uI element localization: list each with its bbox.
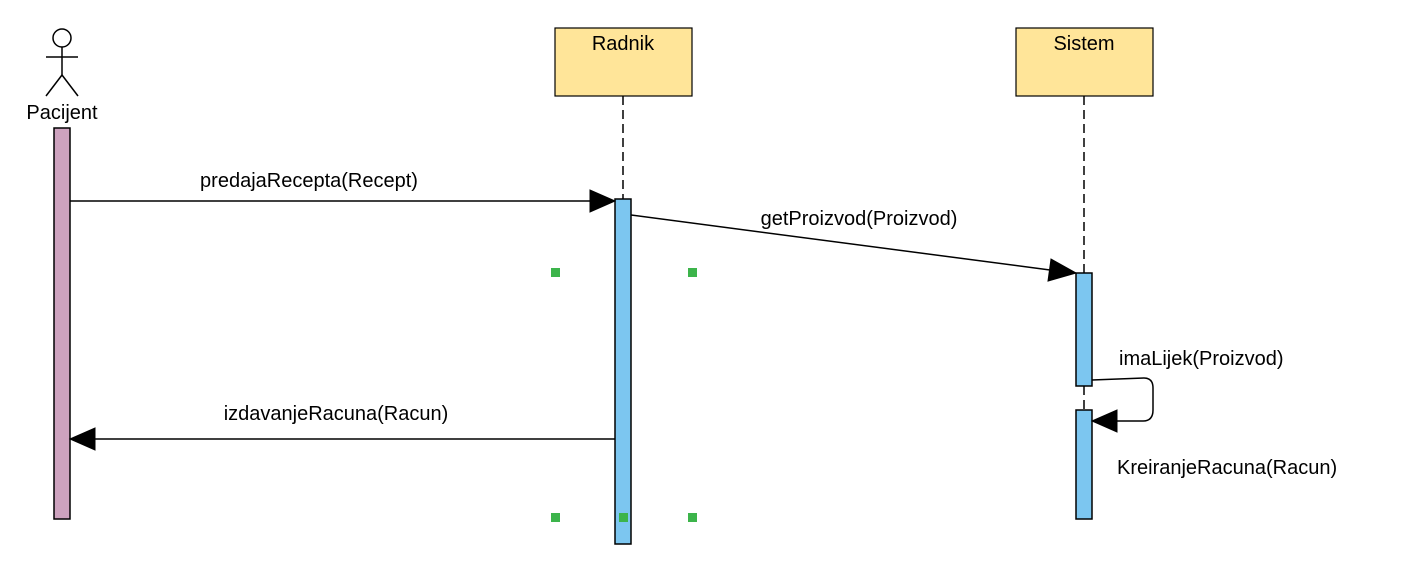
participant-label-radnik: Radnik bbox=[592, 33, 655, 55]
message-label-kreiranje-racuna: KreiranjeRacuna(Racun) bbox=[1117, 457, 1337, 479]
actor-activation-bar[interactable] bbox=[53, 127, 71, 520]
selection-handle-icon[interactable] bbox=[619, 513, 628, 522]
participant-box-radnik[interactable] bbox=[554, 27, 693, 97]
activation-bar-sistem-2[interactable] bbox=[1075, 409, 1093, 520]
participant-radnik[interactable]: Radnik bbox=[554, 27, 693, 97]
activation-bar-radnik[interactable] bbox=[614, 198, 632, 545]
arrowhead-icon bbox=[1047, 258, 1078, 282]
selection-handles bbox=[551, 268, 697, 522]
selection-handle-icon[interactable] bbox=[551, 268, 560, 277]
selection-handle-icon[interactable] bbox=[688, 268, 697, 277]
arrowhead-icon bbox=[589, 189, 617, 213]
message-label: izdavanjeRacuna(Racun) bbox=[224, 403, 449, 425]
arrowhead-icon bbox=[1090, 409, 1118, 433]
stick-figure-icon bbox=[45, 28, 79, 97]
message-izdavanje-racuna[interactable]: izdavanjeRacuna(Racun) bbox=[68, 403, 615, 451]
message-label: imaLijek(Proizvod) bbox=[1119, 348, 1284, 370]
actor-left-leg bbox=[45, 74, 63, 97]
message-get-proizvod[interactable]: getProizvod(Proizvod) bbox=[630, 208, 1078, 282]
message-line bbox=[630, 214, 1051, 271]
participant-label-sistem: Sistem bbox=[1053, 33, 1114, 55]
selection-handle-icon[interactable] bbox=[688, 513, 697, 522]
actor-head bbox=[52, 28, 72, 48]
selection-handle-icon[interactable] bbox=[551, 513, 560, 522]
message-ima-lijek[interactable]: imaLijek(Proizvod) bbox=[1090, 348, 1284, 433]
message-label: predajaRecepta(Recept) bbox=[200, 170, 418, 192]
message-line bbox=[1091, 377, 1154, 422]
participant-sistem[interactable]: Sistem bbox=[1015, 27, 1154, 97]
actor-pacijent[interactable]: Pacijent bbox=[26, 28, 98, 124]
actor-right-leg bbox=[61, 74, 79, 97]
message-predaja-recepta[interactable]: predajaRecepta(Recept) bbox=[70, 170, 617, 213]
arrowhead-icon bbox=[68, 427, 96, 451]
message-label: getProizvod(Proizvod) bbox=[761, 208, 958, 230]
activation-bar-sistem-1[interactable] bbox=[1075, 272, 1093, 387]
actor-name: Pacijent bbox=[26, 102, 98, 124]
